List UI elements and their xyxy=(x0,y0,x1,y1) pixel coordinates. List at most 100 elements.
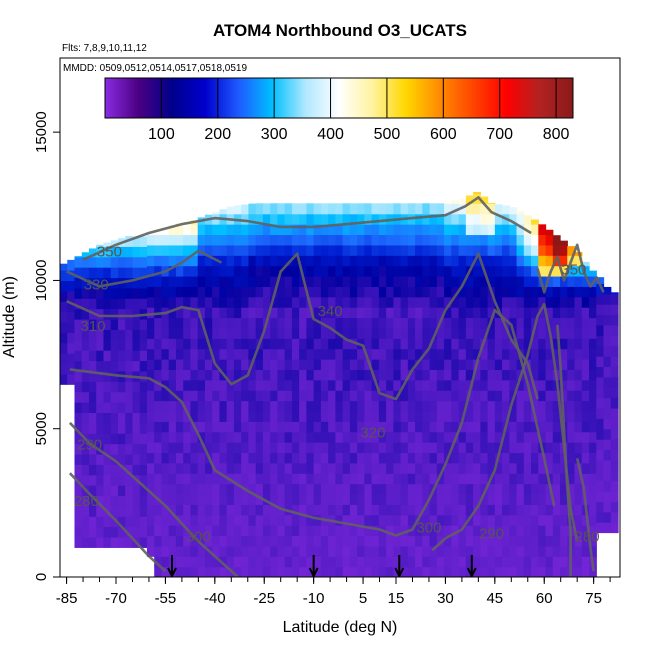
ozone-cell xyxy=(154,275,163,287)
ozone-cell xyxy=(233,462,242,474)
ozone-cell xyxy=(154,369,163,381)
ozone-cell xyxy=(60,311,68,323)
ozone-cell xyxy=(103,318,112,330)
ozone-cell xyxy=(610,387,619,399)
ozone-cell xyxy=(328,265,336,277)
ozone-cell xyxy=(574,514,583,526)
ozone-cell xyxy=(110,391,119,403)
ozone-cell xyxy=(552,431,561,443)
ozone-cell xyxy=(342,545,351,557)
ozone-cell xyxy=(400,286,409,298)
ozone-cell xyxy=(248,462,257,474)
ozone-cell xyxy=(161,431,170,443)
ozone-cell xyxy=(596,480,605,492)
ozone-cell xyxy=(494,473,503,485)
ozone-cell xyxy=(67,270,76,282)
ozone-cell xyxy=(494,556,503,568)
ozone-cell xyxy=(233,514,242,526)
ozone-cell xyxy=(183,327,192,339)
ozone-cell xyxy=(241,275,250,287)
ozone-cell xyxy=(204,483,213,495)
ozone-cell xyxy=(212,421,221,433)
ozone-cell xyxy=(161,504,170,516)
ozone-cell xyxy=(154,462,163,474)
ozone-cell xyxy=(516,379,525,391)
ozone-cell xyxy=(349,307,358,319)
ozone-cell xyxy=(212,525,221,537)
ozone-cell xyxy=(60,270,68,282)
ozone-cell xyxy=(60,280,68,292)
ozone-cell xyxy=(494,504,503,516)
ozone-cell xyxy=(299,452,307,464)
ozone-cell xyxy=(567,462,576,474)
ozone-cell xyxy=(190,452,199,464)
ozone-cell xyxy=(284,275,293,287)
ozone-cell xyxy=(226,535,235,547)
ozone-cell xyxy=(574,265,583,277)
ozone-cell xyxy=(161,234,170,246)
ozone-cell xyxy=(538,390,547,402)
ozone-cell xyxy=(284,462,293,474)
ozone-cell xyxy=(168,359,177,370)
ozone-cell xyxy=(603,439,612,451)
ozone-cell xyxy=(422,265,431,277)
ozone-cell xyxy=(487,234,496,246)
ozone-cell xyxy=(161,359,170,370)
ozone-cell xyxy=(610,418,619,430)
ozone-cell xyxy=(567,348,576,360)
ozone-cell xyxy=(444,213,452,225)
ozone-cell xyxy=(487,296,496,308)
ozone-cell xyxy=(357,307,365,319)
ozone-cell xyxy=(552,275,561,287)
ozone-cell xyxy=(357,421,365,433)
ozone-cell xyxy=(415,493,423,505)
ozone-cell xyxy=(400,566,409,577)
ozone-cell xyxy=(407,535,416,547)
ozone-cell xyxy=(313,275,322,287)
ozone-cell xyxy=(473,317,481,329)
ozone-cell xyxy=(96,443,105,455)
ozone-cell xyxy=(400,369,409,381)
ozone-cell xyxy=(531,442,539,454)
ozone-cell xyxy=(270,296,279,308)
ozone-cell xyxy=(523,545,532,557)
ozone-cell xyxy=(342,307,351,319)
ozone-cell xyxy=(255,462,264,474)
ozone-cell xyxy=(248,338,257,350)
ozone-cell xyxy=(407,265,416,277)
ozone-cell xyxy=(226,556,235,568)
ozone-cell xyxy=(567,442,576,454)
ozone-cell xyxy=(233,390,242,402)
ozone-cell xyxy=(487,452,496,464)
ozone-cell xyxy=(574,317,583,329)
ozone-cell xyxy=(436,431,445,443)
ozone-cell xyxy=(306,462,315,474)
ozone-cell xyxy=(168,545,177,557)
ozone-cell xyxy=(589,483,597,495)
ozone-cell xyxy=(277,369,286,381)
ozone-cell xyxy=(219,359,228,370)
ozone-cell xyxy=(523,535,532,547)
x-tick-label: -10 xyxy=(303,590,325,607)
ozone-cell xyxy=(320,483,329,495)
ozone-cell xyxy=(378,462,387,474)
ozone-cell xyxy=(125,536,134,548)
ozone-cell xyxy=(146,525,155,537)
ozone-cell xyxy=(270,566,279,577)
ozone-cell xyxy=(270,244,279,256)
ozone-cell xyxy=(567,327,576,339)
ozone-cell xyxy=(574,338,583,350)
ozone-cell xyxy=(190,514,199,526)
ozone-cell xyxy=(610,324,619,336)
ozone-cell xyxy=(371,390,380,402)
ozone-cell xyxy=(320,410,329,422)
ozone-cell xyxy=(320,255,329,267)
ozone-cell xyxy=(465,224,474,236)
ozone-cell xyxy=(183,296,192,308)
ozone-cell xyxy=(393,483,402,495)
ozone-cell xyxy=(320,442,329,454)
ozone-cell xyxy=(219,556,228,568)
ozone-cell xyxy=(436,327,445,339)
ozone-cell xyxy=(320,265,329,277)
